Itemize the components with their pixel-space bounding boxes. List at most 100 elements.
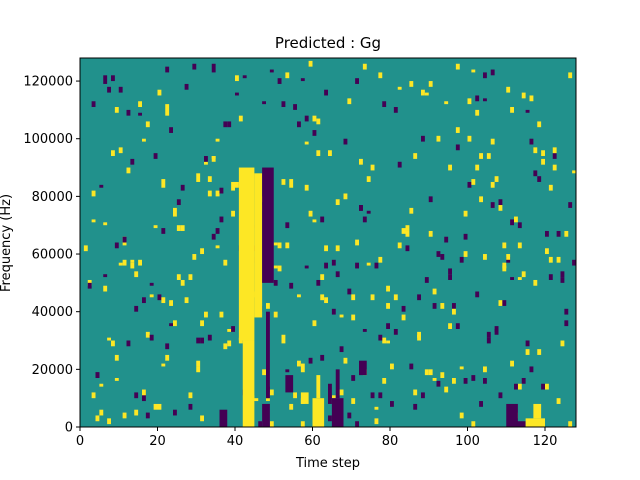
heatmap-cell bbox=[378, 334, 383, 341]
heatmap-cell bbox=[324, 297, 328, 304]
heatmap-cell bbox=[533, 170, 538, 177]
x-tick-label: 60 bbox=[304, 434, 321, 449]
heatmap-cell bbox=[219, 409, 228, 427]
heatmap-cell bbox=[176, 274, 181, 280]
heatmap-cell bbox=[176, 199, 181, 206]
heatmap-cell bbox=[537, 121, 542, 128]
heatmap-cell bbox=[424, 277, 429, 283]
heatmap-cell bbox=[266, 398, 270, 402]
heatmap-cell bbox=[506, 86, 511, 93]
heatmap-cell bbox=[196, 360, 201, 367]
heatmap-cell bbox=[215, 245, 220, 249]
heatmap-cell bbox=[444, 236, 449, 243]
heatmap-cell bbox=[552, 147, 557, 154]
heatmap-cell bbox=[366, 262, 371, 266]
heatmap-cell bbox=[347, 98, 352, 105]
heatmap-cell bbox=[324, 262, 328, 269]
heatmap-cell bbox=[211, 156, 216, 159]
heatmap-cell bbox=[483, 366, 487, 373]
heatmap-cell bbox=[83, 245, 88, 252]
heatmap-cell bbox=[378, 72, 383, 79]
heatmap-cell bbox=[242, 340, 255, 427]
heatmap-cell bbox=[103, 285, 108, 292]
heatmap-cell bbox=[393, 107, 398, 113]
heatmap-cell bbox=[568, 202, 573, 208]
heatmap-cell bbox=[235, 75, 239, 82]
heatmap-cell bbox=[463, 251, 468, 257]
heatmap-cell bbox=[362, 328, 367, 332]
heatmap-cell bbox=[324, 245, 328, 252]
y-tick-label: 100000 bbox=[23, 132, 73, 147]
heatmap-cell bbox=[165, 354, 170, 361]
heatmap-cell bbox=[297, 121, 301, 128]
heatmap-cell bbox=[231, 210, 235, 217]
heatmap-cell bbox=[95, 415, 100, 422]
y-tick-label: 60000 bbox=[32, 248, 73, 263]
heatmap-cell bbox=[432, 303, 437, 309]
heatmap-cell bbox=[560, 271, 565, 278]
heatmap-cell bbox=[235, 181, 239, 188]
heatmap-cell bbox=[390, 401, 394, 407]
heatmap-cell bbox=[184, 83, 189, 90]
heatmap-cell bbox=[486, 153, 491, 159]
heatmap-cell bbox=[320, 216, 325, 223]
heatmap-cell bbox=[312, 398, 325, 427]
y-tick-label: 120000 bbox=[23, 75, 73, 90]
heatmap-cell bbox=[448, 164, 452, 171]
x-tick-label: 100 bbox=[455, 434, 480, 449]
x-axis: 0 20 40 60 80 100 120 bbox=[76, 427, 557, 449]
heatmap-cell bbox=[471, 179, 476, 185]
heatmap-cell bbox=[223, 121, 228, 128]
heatmap-cell bbox=[455, 127, 460, 133]
x-tick-label: 20 bbox=[149, 434, 166, 449]
heatmap-cell bbox=[324, 89, 328, 96]
heatmap-cell bbox=[142, 389, 146, 396]
heatmap-cell bbox=[564, 230, 569, 237]
heatmap-cell bbox=[525, 340, 530, 347]
heatmap-cell bbox=[494, 176, 499, 182]
heatmap-cell bbox=[514, 216, 518, 223]
heatmap-cell bbox=[173, 409, 177, 416]
heatmap-cell bbox=[316, 375, 321, 399]
y-tick-label: 80000 bbox=[32, 190, 73, 205]
heatmap-cell bbox=[463, 233, 468, 240]
heatmap-cell bbox=[297, 294, 301, 298]
heatmap-cell bbox=[351, 375, 356, 381]
heatmap-cell bbox=[316, 118, 321, 125]
heatmap-cell bbox=[281, 101, 286, 108]
heatmap-cell bbox=[475, 109, 480, 116]
y-tick-label: 20000 bbox=[32, 363, 73, 378]
heatmap-cell bbox=[219, 311, 224, 318]
heatmap-cell bbox=[242, 75, 247, 79]
heatmap-cell bbox=[339, 314, 344, 318]
heatmap-cell bbox=[231, 326, 235, 332]
heatmap-cell bbox=[436, 135, 441, 142]
heatmap-cell bbox=[378, 392, 383, 399]
heatmap-cell bbox=[459, 366, 464, 370]
heatmap-cell bbox=[382, 377, 387, 384]
heatmap-cell bbox=[200, 248, 204, 255]
heatmap-cell bbox=[490, 69, 495, 76]
heatmap-cell bbox=[502, 265, 507, 272]
heatmap-cell bbox=[223, 343, 228, 350]
heatmap-cell bbox=[134, 392, 139, 399]
heatmap-cell bbox=[560, 277, 565, 283]
heatmap-cell bbox=[560, 340, 565, 347]
heatmap-cell bbox=[428, 196, 433, 203]
heatmap-cell bbox=[517, 222, 522, 229]
heatmap-cell bbox=[479, 196, 483, 203]
heatmap-cell bbox=[421, 392, 425, 399]
heatmap-cell bbox=[335, 369, 340, 399]
heatmap-cell bbox=[417, 331, 421, 338]
heatmap-cell bbox=[382, 337, 387, 344]
heatmap-cell bbox=[99, 184, 104, 188]
heatmap-cell bbox=[335, 271, 340, 278]
heatmap-cell bbox=[269, 69, 274, 73]
heatmap-cell bbox=[320, 294, 325, 301]
heatmap-cell bbox=[362, 216, 367, 223]
heatmap-cell bbox=[215, 138, 220, 142]
heatmap-cell bbox=[219, 187, 224, 194]
heatmap-cell bbox=[386, 323, 390, 329]
heatmap-cell bbox=[149, 282, 154, 286]
heatmap-cell bbox=[122, 259, 127, 266]
